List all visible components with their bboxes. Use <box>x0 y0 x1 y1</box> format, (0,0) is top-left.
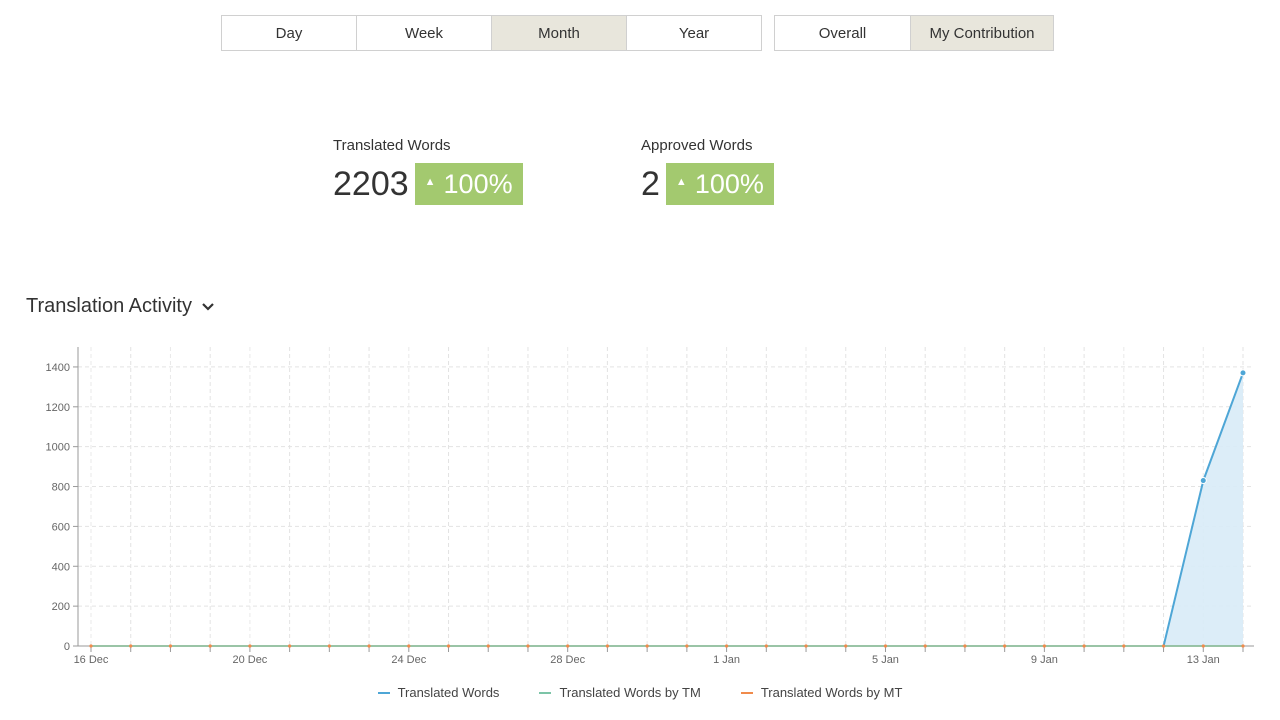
y-tick-label: 1000 <box>46 442 70 454</box>
point-translated-words <box>1199 477 1207 485</box>
scope-selector: Overall My Contribution <box>774 15 1054 51</box>
chevron-down-icon <box>202 302 214 311</box>
point-translated-words-by-mt <box>844 644 848 648</box>
y-tick-label: 0 <box>64 641 70 653</box>
approved-words-stat: Approved Words 2 ▲ 100% <box>641 137 774 205</box>
point-translated-words-by-mt <box>804 644 808 648</box>
x-tick-label: 24 Dec <box>391 654 426 666</box>
legend-swatch <box>539 691 552 694</box>
section-title: Translation Activity <box>26 295 192 317</box>
x-tick-label: 28 Dec <box>550 654 585 666</box>
translation-activity-toggle[interactable]: Translation Activity <box>26 295 214 318</box>
point-translated-words-by-mt <box>367 644 371 648</box>
tab-day[interactable]: Day <box>221 15 357 51</box>
x-tick-label: 20 Dec <box>232 654 267 666</box>
tab-year[interactable]: Year <box>626 15 762 51</box>
y-tick-label: 600 <box>52 521 70 533</box>
point-translated-words-by-mt <box>208 644 212 648</box>
point-translated-words-by-mt <box>963 644 967 648</box>
point-translated-words-by-mt <box>486 644 490 648</box>
legend-label: Translated Words <box>397 685 500 700</box>
point-translated-words-by-mt <box>168 644 173 648</box>
point-translated-words-by-mt <box>1003 644 1007 648</box>
point-translated-words-by-mt <box>1082 644 1086 648</box>
x-tick-label: 16 Dec <box>74 654 109 666</box>
tab-overall[interactable]: Overall <box>774 15 911 51</box>
translation-activity-chart: 0 200 400 600 800 1000 1200 1400 16 Dec 20 Dec 24 … <box>46 347 1254 666</box>
point-translated-words-by-mt <box>883 644 888 648</box>
point-translated-words-by-mt <box>248 644 252 648</box>
triangle-up-icon: ▲ <box>675 176 687 188</box>
tab-week[interactable]: Week <box>356 15 492 51</box>
period-selector: Day Week Month Year <box>221 15 762 51</box>
point-translated-words-by-mt <box>566 644 570 648</box>
point-translated-words <box>1239 369 1247 377</box>
point-translated-words-by-mt <box>129 644 133 648</box>
point-translated-words-by-mt <box>1042 644 1046 648</box>
legend-item-tm[interactable]: Translated Words by TM <box>539 685 701 700</box>
chart-legend: Translated Words Translated Words by TM … <box>0 685 1280 700</box>
point-translated-words-by-mt <box>605 644 610 648</box>
approved-words-label: Approved Words <box>641 137 753 154</box>
tab-month[interactable]: Month <box>491 15 627 51</box>
legend-label: Translated Words by MT <box>760 685 903 700</box>
point-translated-words-by-mt <box>1161 644 1166 648</box>
y-tick-label: 800 <box>52 482 70 494</box>
point-translated-words-by-mt <box>724 644 729 648</box>
point-translated-words-by-mt <box>526 644 530 648</box>
area-translated-words <box>1163 372 1243 646</box>
x-tick-label: 5 Jan <box>872 654 899 666</box>
tab-my-contribution[interactable]: My Contribution <box>910 15 1054 51</box>
translated-words-change: 100% <box>443 168 513 199</box>
legend-item-mt[interactable]: Translated Words by MT <box>740 685 903 700</box>
point-translated-words-by-mt <box>645 644 649 648</box>
x-tick-label: 1 Jan <box>713 654 740 666</box>
translated-words-value: 2203 <box>333 165 409 203</box>
translated-words-stat: Translated Words 2203 ▲ 100% <box>333 137 523 205</box>
point-translated-words-by-mt <box>89 644 93 648</box>
triangle-up-icon: ▲ <box>424 176 436 188</box>
point-translated-words-by-mt <box>1122 644 1126 648</box>
y-tick-label: 400 <box>52 561 70 573</box>
legend-swatch <box>377 691 390 694</box>
legend-item-translated[interactable]: Translated Words <box>377 685 500 700</box>
approved-words-change-badge: ▲ 100% <box>665 163 774 205</box>
point-translated-words-by-mt <box>1201 644 1205 648</box>
translated-words-change-badge: ▲ 100% <box>414 163 523 205</box>
approved-words-change: 100% <box>694 168 764 199</box>
approved-words-value: 2 <box>641 165 660 203</box>
x-tick-label: 13 Jan <box>1187 654 1220 666</box>
point-translated-words-by-mt <box>1241 644 1245 648</box>
point-translated-words-by-mt <box>446 644 451 648</box>
point-translated-words-by-mt <box>327 644 331 648</box>
point-translated-words-by-mt <box>923 644 927 648</box>
point-translated-words-by-mt <box>407 644 411 648</box>
y-tick-label: 1400 <box>46 362 70 374</box>
point-translated-words-by-mt <box>288 644 292 648</box>
y-tick-label: 1200 <box>46 402 70 414</box>
point-translated-words-by-mt <box>764 644 768 648</box>
legend-label: Translated Words by TM <box>559 685 701 700</box>
legend-swatch <box>740 691 753 694</box>
y-tick-label: 200 <box>52 601 70 613</box>
point-translated-words-by-mt <box>685 644 689 648</box>
x-tick-label: 9 Jan <box>1031 654 1058 666</box>
translated-words-label: Translated Words <box>333 137 451 154</box>
